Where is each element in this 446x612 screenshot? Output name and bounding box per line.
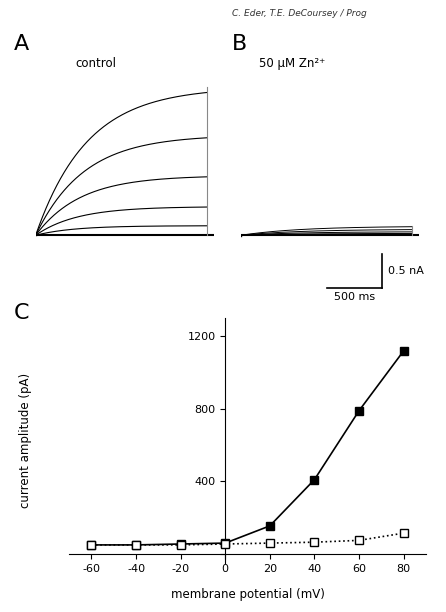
Y-axis label: current amplitude (pA): current amplitude (pA) — [19, 373, 32, 508]
Text: B: B — [232, 34, 247, 54]
Text: 0.5 nA: 0.5 nA — [388, 266, 424, 276]
X-axis label: membrane potential (mV): membrane potential (mV) — [170, 588, 325, 600]
Text: A: A — [13, 34, 29, 54]
Text: control: control — [75, 57, 116, 70]
Text: C. Eder, T.E. DeCoursey / Prog: C. Eder, T.E. DeCoursey / Prog — [232, 9, 367, 18]
Text: C: C — [13, 303, 29, 323]
Text: 50 μM Zn²⁺: 50 μM Zn²⁺ — [259, 57, 325, 70]
Text: 500 ms: 500 ms — [334, 292, 375, 302]
